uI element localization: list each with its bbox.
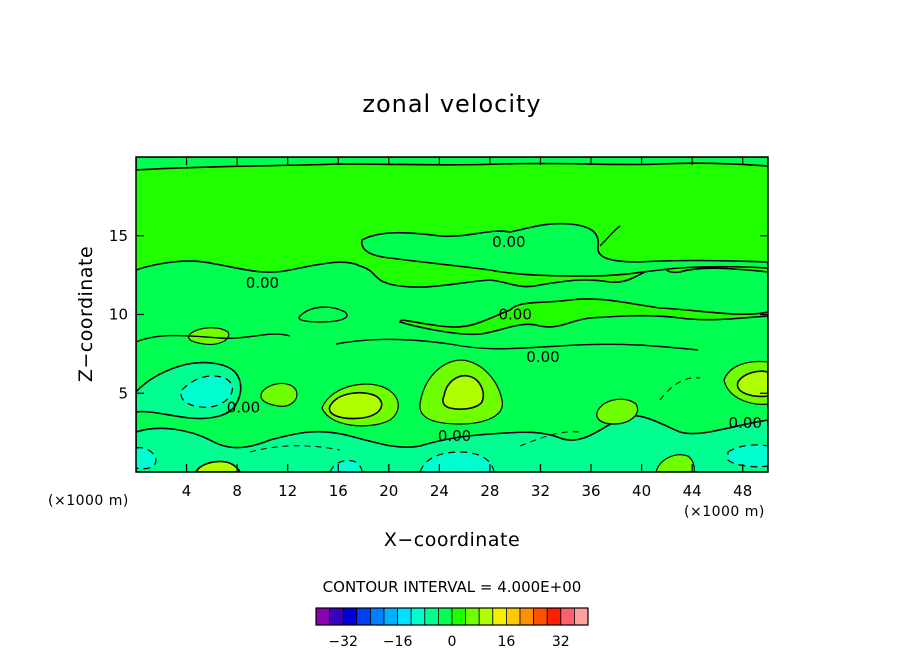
contour-interval-text: CONTOUR INTERVAL = 4.000E+00 xyxy=(323,578,582,596)
x-tick-label: 20 xyxy=(379,482,398,500)
x-tick-label: 44 xyxy=(683,482,702,500)
contour-label: 0.00 xyxy=(498,306,531,324)
contour-line-6 xyxy=(659,377,701,401)
colorbar-swatch xyxy=(383,607,399,626)
y-tick-label: 10 xyxy=(109,306,128,324)
x-tick-label: 48 xyxy=(733,482,752,500)
contour-line-5 xyxy=(249,445,341,453)
colorbar-tick-label: 0 xyxy=(448,634,457,650)
contour-labels: 0.00 0.00 0.00 0.00 0.00 0.00 0.00 xyxy=(227,233,762,445)
plot-area xyxy=(136,157,768,472)
x-ticks: 4 8 12 16 20 24 28 32 36 40 44 48 xyxy=(182,157,752,500)
band-neg-core-bottom-left xyxy=(136,447,157,470)
band-neg-core-bottom-mid xyxy=(419,451,495,472)
colorbar-frame xyxy=(315,607,589,626)
band-pos-core-c xyxy=(736,370,768,398)
y-tick-label: 5 xyxy=(118,384,128,402)
colorbar-swatch xyxy=(505,607,521,626)
x-unit-left: (×1000 m) xyxy=(48,493,129,509)
colorbar-tick-label: 16 xyxy=(497,634,515,650)
colorbar-swatch xyxy=(465,607,480,626)
contour-label: 0.00 xyxy=(246,274,279,292)
colorbar-swatch xyxy=(560,607,575,626)
colorbar-tick-label: −32 xyxy=(328,634,358,650)
band-pos-small-1 xyxy=(596,398,639,425)
colorbar-swatch xyxy=(533,607,548,626)
contour-label: 0.00 xyxy=(227,398,260,416)
y-ticks: 5 10 15 xyxy=(109,227,768,402)
contour-label: 0.00 xyxy=(438,427,471,445)
x-tick-label: 8 xyxy=(232,482,242,500)
colorbar-swatch xyxy=(397,607,412,626)
colorbar-swatch xyxy=(315,607,331,626)
band-pos-small-2 xyxy=(260,382,298,407)
chart-title: zonal velocity xyxy=(362,90,541,118)
contour-line-7 xyxy=(599,225,621,247)
x-tick-label: 12 xyxy=(278,482,297,500)
contour-line-1 xyxy=(298,306,348,323)
colorbar-tick-label: −16 xyxy=(383,634,413,650)
band-4-8-top xyxy=(136,157,768,171)
contour-label: 0.00 xyxy=(729,414,762,432)
y-tick-label: 15 xyxy=(109,227,128,245)
x-tick-label: 4 xyxy=(182,482,192,500)
colorbar-swatch xyxy=(451,607,467,626)
colorbar-swatch xyxy=(478,607,494,626)
x-tick-label: 36 xyxy=(581,482,600,500)
band-pos-bottom-right xyxy=(655,454,695,472)
band-pos-bottom-left xyxy=(195,460,241,472)
colorbar xyxy=(315,607,589,626)
contour-line-4 xyxy=(519,431,581,447)
band-neg-lower xyxy=(136,414,768,472)
colorbar-swatch xyxy=(410,607,426,626)
colorbar-swatch xyxy=(329,607,344,626)
contour-line-2 xyxy=(335,338,699,351)
band-0-4-cloud xyxy=(361,222,768,277)
colorbar-swatch xyxy=(356,607,371,626)
contour-line-3 xyxy=(136,333,291,343)
x-tick-label: 16 xyxy=(329,482,348,500)
colorbar-swatch xyxy=(492,607,507,626)
colorbar-ticks: −32 −16 0 16 32 xyxy=(328,634,569,650)
colorbar-tick-label: 32 xyxy=(552,634,570,650)
colorbar-swatch xyxy=(546,607,562,626)
contour-label: 0.00 xyxy=(492,233,525,251)
x-axis-label: X−coordinate xyxy=(384,529,520,551)
colorbar-swatch xyxy=(424,607,439,626)
band-pos-core-b xyxy=(442,374,484,410)
colorbar-swatch xyxy=(437,607,453,626)
x-tick-label: 32 xyxy=(531,482,550,500)
contour-label: 0.00 xyxy=(526,348,559,366)
x-unit-right: (×1000 m) xyxy=(684,504,765,520)
band-neg-core-bottom-right xyxy=(727,444,768,468)
band-pos-core-a xyxy=(328,392,383,420)
band-pos-small-3 xyxy=(188,327,230,345)
x-tick-label: 28 xyxy=(480,482,499,500)
colorbar-swatch xyxy=(519,607,535,626)
colorbar-swatch xyxy=(342,607,358,626)
x-tick-label: 24 xyxy=(430,482,449,500)
y-axis-label: Z−coordinate xyxy=(75,246,97,382)
x-tick-label: 40 xyxy=(632,482,651,500)
colorbar-swatch xyxy=(369,607,385,626)
band-neg-core-left xyxy=(180,375,233,408)
colorbar-swatch xyxy=(574,607,589,626)
